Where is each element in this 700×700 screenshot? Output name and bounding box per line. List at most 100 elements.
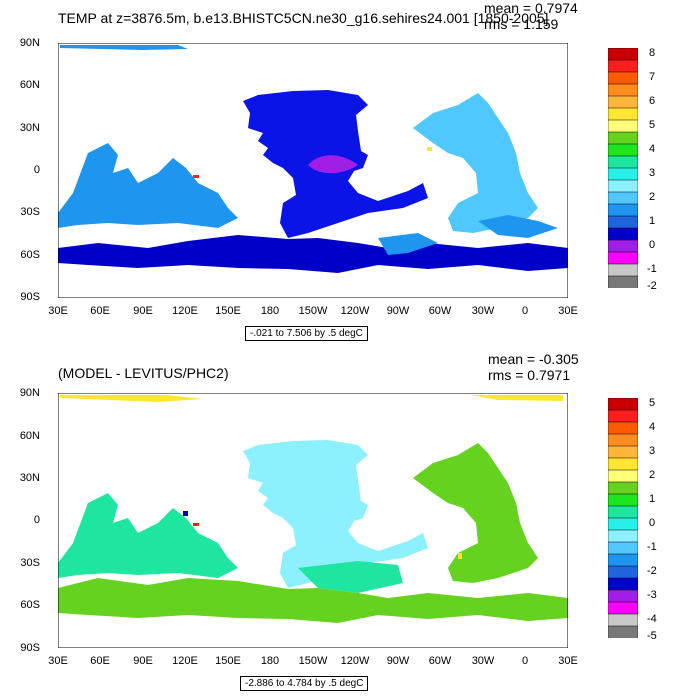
panel2-xlabel-90e: 90E <box>133 655 153 667</box>
panel2-legend-swatch-10 <box>607 517 639 531</box>
panel2-legend-swatch-16 <box>607 589 639 603</box>
panel1-mean: mean = 0.7974 <box>484 0 578 16</box>
panel1-xlabel-30e: 30E <box>48 305 68 317</box>
panel2-legend-swatch-9 <box>607 505 639 519</box>
panel1-legend-label-1: 1 <box>649 215 656 227</box>
panel1-legend-swatch-16 <box>607 239 639 253</box>
panel2-xlabel-120e: 120E <box>172 655 198 667</box>
panel1-legend-label-2: 2 <box>649 191 656 203</box>
panel1-legend-swatch-15 <box>607 227 639 241</box>
panel1-ylabel-30n: 30N <box>19 122 40 134</box>
panel2-ylabel-60s: 60S <box>20 599 40 611</box>
panel2-legend-label-2: 2 <box>649 469 656 481</box>
panel1-legend-swatch-14 <box>607 215 639 229</box>
panel2-legend-label-m1: -1 <box>647 541 657 553</box>
panel2-legend-swatch-4 <box>607 445 639 459</box>
panel2-range-label: -2.886 to 4.784 by .5 degC <box>240 676 369 691</box>
panel2-legend-swatch-11 <box>607 529 639 543</box>
panel1-legend-swatch-13 <box>607 203 639 217</box>
panel1-legend-swatch-3 <box>607 83 639 97</box>
panel2-legend-swatch-6 <box>607 469 639 483</box>
panel2-legend-swatch-13 <box>607 553 639 567</box>
panel1-xlabel-30e-right: 30E <box>558 305 578 317</box>
panel1-xlabel-60e: 60E <box>90 305 110 317</box>
panel1-legend-label-7: 7 <box>649 71 656 83</box>
panel1-southern-light2 <box>478 215 558 238</box>
panel1-legend-swatch-12 <box>607 191 639 205</box>
panel1-legend-swatch-8 <box>607 143 639 157</box>
panel1-xlabel-150w: 150W <box>298 305 328 317</box>
panel1-legend-label-m1: -1 <box>647 263 657 275</box>
panel2-xlabel-90w: 90W <box>386 655 410 667</box>
panel2-legend-swatch-5 <box>607 457 639 471</box>
panel2-ylabel-30s: 30S <box>20 557 40 569</box>
panel2-xlabel-150w: 150W <box>298 655 328 667</box>
panel1-arctic-strip <box>60 45 188 50</box>
panel1-legend-label-m2: -2 <box>647 280 657 292</box>
panel2-legend-label-5: 5 <box>649 397 656 409</box>
panel2-arctic-strip-left <box>60 395 203 402</box>
panel1-legend-swatch-2 <box>607 71 639 85</box>
panel2-legend-label-m4: -4 <box>647 613 657 625</box>
panel2-arctic-strip-right <box>470 395 563 401</box>
panel2-legend-swatch-17 <box>607 601 639 615</box>
panel2-blue-speck <box>183 511 188 516</box>
panel2-map <box>58 393 568 648</box>
panel2-xlabel-60e: 60E <box>90 655 110 667</box>
panel2-legend-label-m3: -3 <box>647 589 657 601</box>
panel2-mean: mean = -0.305 <box>488 351 579 367</box>
panel1-red-speck <box>193 175 199 178</box>
panel2-xlabel-150e: 150E <box>215 655 241 667</box>
panel1-legend-swatch-19 <box>607 275 639 289</box>
panel2-legend-label-3: 3 <box>649 445 656 457</box>
panel1-xlabel-120w: 120W <box>340 305 370 317</box>
panel2-xlabel-30e-right: 30E <box>558 655 578 667</box>
panel1-legend-swatch-6 <box>607 119 639 133</box>
panel1-xlabel-60w: 60W <box>428 305 452 317</box>
panel2-xlabel-60w: 60W <box>428 655 452 667</box>
panel1-legend-swatch-1 <box>607 59 639 73</box>
panel1-legend-label-0: 0 <box>649 239 656 251</box>
panel1-legend-label-4: 4 <box>649 143 656 155</box>
panel2-ylabel-60n: 60N <box>19 430 40 442</box>
panel2-title: (MODEL - LEVITUS/PHC2) <box>58 365 229 381</box>
panel1-legend-label-3: 3 <box>649 167 656 179</box>
panel2-legend-label-m2: -2 <box>647 565 657 577</box>
panel2-legend-swatch-0 <box>607 397 639 411</box>
panel2-legend-swatch-19 <box>607 625 639 639</box>
panel1-xlabel-90e: 90E <box>133 305 153 317</box>
panel1-title: TEMP at z=3876.5m, b.e13.BHISTC5CN.ne30_… <box>58 10 549 26</box>
panel2-legend-swatch-15 <box>607 577 639 591</box>
panel1-xlabel-30w: 30W <box>471 305 495 317</box>
panel2-legend-label-4: 4 <box>649 421 656 433</box>
panel1-legend-label-5: 5 <box>649 119 656 131</box>
panel1-indian <box>58 143 238 228</box>
panel2-legend-swatch-12 <box>607 541 639 555</box>
panel2-atlantic <box>413 443 538 583</box>
panel1-xlabel-0: 0 <box>521 305 529 317</box>
panel2-xlabel-180: 180 <box>260 655 280 667</box>
panel2-legend-swatch-2 <box>607 421 639 435</box>
panel1-legend-swatch-17 <box>607 251 639 265</box>
panel2-yellow-speck <box>458 553 462 559</box>
panel2-legend-swatch-3 <box>607 433 639 447</box>
panel2-legend-swatch-18 <box>607 613 639 627</box>
panel1-range-label: -.021 to 7.506 by .5 degC <box>245 326 368 341</box>
panel1-ylabel-0: 0 <box>33 164 40 176</box>
panel2-legend-swatch-1 <box>607 409 639 423</box>
panel2-ylabel-90n: 90N <box>19 387 40 399</box>
panel2-legend-swatch-14 <box>607 565 639 579</box>
panel1-xlabel-90w: 90W <box>386 305 410 317</box>
panel1-ylabel-60n: 60N <box>19 79 40 91</box>
panel1-ylabel-60s: 60S <box>20 249 40 261</box>
panel1-atlantic <box>413 93 538 233</box>
panel1-map <box>58 43 568 298</box>
panel2-legend-bar <box>607 397 639 639</box>
panel2-xlabel-120w: 120W <box>340 655 370 667</box>
panel2-xlabel-30e: 30E <box>48 655 68 667</box>
panel1-legend-swatch-18 <box>607 263 639 277</box>
panel2-ylabel-30n: 30N <box>19 472 40 484</box>
panel2-pacific <box>243 440 428 588</box>
panel2-legend-swatch-7 <box>607 481 639 495</box>
panel2-ylabel-0: 0 <box>33 514 40 526</box>
